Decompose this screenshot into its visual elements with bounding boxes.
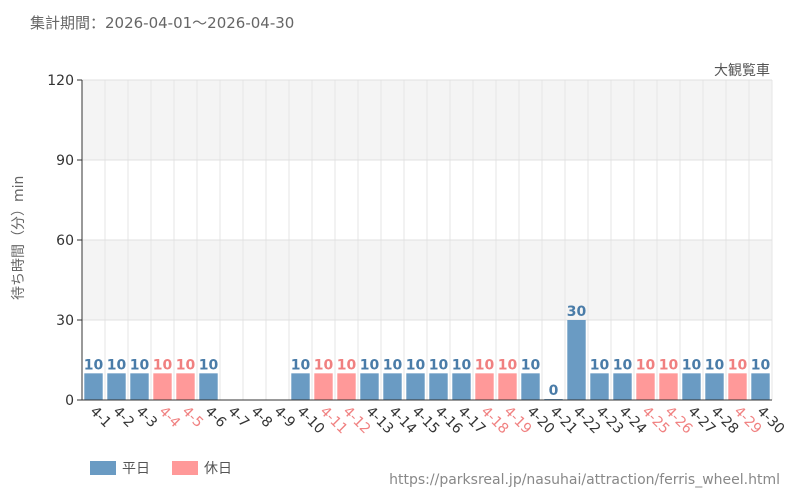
data-label: 10 (521, 357, 541, 373)
data-label: 10 (107, 357, 127, 373)
weekday-swatch (90, 461, 116, 475)
data-label: 10 (429, 357, 449, 373)
legend: 平日 休日 (90, 458, 232, 478)
bar (728, 373, 747, 400)
bar (429, 373, 448, 400)
x-tick-label: 4-1 (87, 404, 114, 431)
data-label: 10 (636, 357, 656, 373)
bar (659, 373, 678, 400)
bar (475, 373, 494, 400)
bar (107, 373, 126, 400)
data-label: 10 (291, 357, 311, 373)
data-label: 10 (613, 357, 633, 373)
bar (130, 373, 149, 400)
bar (636, 373, 655, 400)
data-label: 10 (314, 357, 334, 373)
x-tick-label: 4-7 (225, 404, 252, 431)
data-label: 10 (176, 357, 196, 373)
x-tick-label: 4-9 (271, 404, 298, 431)
legend-item-holiday[interactable]: 休日 (172, 458, 232, 478)
legend-label-holiday: 休日 (204, 461, 232, 477)
data-label: 10 (199, 357, 219, 373)
y-tick-label: 30 (56, 313, 74, 329)
data-label: 10 (659, 357, 679, 373)
data-label: 10 (682, 357, 702, 373)
bar (682, 373, 701, 400)
data-label: 10 (475, 357, 495, 373)
bar (452, 373, 471, 400)
data-label: 10 (360, 357, 380, 373)
y-tick-label: 120 (47, 73, 74, 89)
bar (383, 373, 402, 400)
bar (199, 373, 218, 400)
bar (590, 373, 609, 400)
attraction-name: 大観覧車 (714, 63, 770, 79)
wait-time-chart: 0 30 60 90 120 10 4-1 10 4-2 10 4-3 10 4-4 10 4-5 10 4-6… (47, 73, 787, 437)
legend-item-weekday[interactable]: 平日 (90, 458, 150, 478)
bar (567, 320, 586, 400)
data-label: 10 (590, 357, 610, 373)
data-label: 30 (567, 304, 587, 320)
bar (291, 373, 310, 400)
data-label: 10 (498, 357, 518, 373)
bar (406, 373, 425, 400)
data-label: 10 (383, 357, 403, 373)
source-url[interactable]: https://parksreal.jp/nasuhai/attraction/… (389, 472, 780, 488)
bar (498, 373, 517, 400)
y-tick-label: 60 (56, 233, 74, 249)
bar (314, 373, 333, 400)
data-label: 10 (130, 357, 150, 373)
bar (176, 373, 195, 400)
bar (705, 373, 724, 400)
period-label: 集計期間：2026-04-01～2026-04-30 (30, 14, 295, 32)
y-tick-label: 0 (65, 393, 74, 409)
data-label: 10 (337, 357, 357, 373)
holiday-swatch (172, 461, 198, 475)
x-tick-label: 4-5 (179, 404, 206, 431)
x-tick-label: 4-4 (156, 404, 184, 432)
bar (337, 373, 356, 400)
x-tick-label: 4-6 (202, 404, 230, 432)
bar (84, 373, 103, 400)
data-label: 10 (728, 357, 748, 373)
x-tick-label: 4-2 (110, 404, 137, 431)
legend-label-weekday: 平日 (122, 461, 150, 477)
data-label: 10 (84, 357, 104, 373)
data-label: 10 (751, 357, 771, 373)
bar (360, 373, 379, 400)
y-tick-label: 90 (56, 153, 74, 169)
bar (521, 373, 540, 400)
x-tick-label: 4-8 (248, 404, 275, 431)
data-label: 10 (406, 357, 426, 373)
data-label: 10 (705, 357, 725, 373)
bar (153, 373, 172, 400)
x-tick-label: 4-3 (133, 404, 160, 431)
data-label: 10 (153, 357, 173, 373)
bar (751, 373, 770, 400)
data-label: 0 (549, 383, 559, 399)
bar (613, 373, 632, 400)
data-label: 10 (452, 357, 472, 373)
